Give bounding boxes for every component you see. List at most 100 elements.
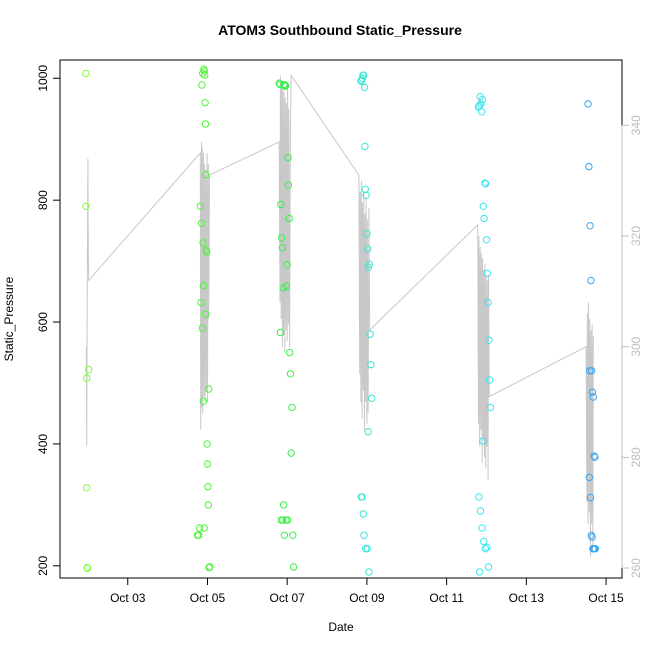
- data-point: [279, 501, 288, 509]
- data-point: [276, 328, 285, 337]
- y2-tick-label: 260: [629, 558, 643, 578]
- y-tick-label: 400: [36, 434, 50, 454]
- data-point: [278, 244, 287, 252]
- y2-tick-label: 320: [629, 226, 643, 246]
- data-point: [486, 376, 494, 384]
- data-point: [363, 545, 371, 553]
- data-point: [586, 367, 594, 375]
- data-point: [201, 310, 210, 318]
- data-point: [584, 100, 592, 108]
- data-point: [201, 71, 209, 79]
- data-point: [480, 537, 488, 546]
- data-point: [82, 202, 90, 211]
- data-point: [364, 428, 372, 436]
- data-point: [590, 452, 598, 460]
- data-point: [206, 563, 214, 571]
- data-point: [277, 234, 286, 242]
- data-point: [283, 261, 291, 269]
- point-series: [82, 65, 599, 576]
- data-point: [361, 142, 369, 151]
- data-point: [199, 281, 208, 290]
- y-tick-label: 200: [36, 555, 50, 575]
- data-point: [484, 298, 492, 307]
- data-point: [588, 533, 596, 541]
- data-point: [478, 108, 486, 116]
- y-axis-label: Static_Pressure: [2, 276, 16, 361]
- data-point: [482, 180, 490, 188]
- data-point: [588, 388, 597, 396]
- data-point: [362, 191, 370, 200]
- data-point: [486, 403, 495, 412]
- data-point: [282, 282, 291, 290]
- y2-axis: 260 280 300 320 340: [621, 115, 643, 578]
- data-point: [205, 385, 213, 393]
- data-point: [199, 397, 208, 405]
- x-axis: Oct 03 Oct 05 Oct 07 Oct 09 Oct 11 Oct 13 Oct …: [110, 577, 624, 605]
- data-point: [477, 100, 485, 108]
- x-tick-label: Oct 09: [349, 591, 385, 605]
- data-point: [476, 568, 484, 576]
- data-point: [591, 545, 599, 553]
- data-point: [479, 202, 487, 211]
- data-point: [363, 230, 371, 238]
- data-point: [591, 453, 599, 461]
- data-point: [586, 493, 595, 502]
- data-point: [195, 524, 204, 532]
- data-point: [481, 179, 489, 187]
- data-point: [285, 214, 293, 223]
- data-point: [289, 563, 298, 571]
- x-tick-label: Oct 07: [270, 591, 306, 605]
- data-point: [364, 245, 372, 253]
- y2-tick-label: 300: [629, 336, 643, 356]
- data-point: [365, 568, 373, 576]
- y-tick-label: 1000: [36, 65, 50, 92]
- data-point: [197, 298, 205, 307]
- plot-area: [59, 59, 623, 579]
- data-point: [475, 102, 483, 110]
- data-point: [288, 403, 296, 412]
- data-point: [201, 120, 210, 128]
- data-point: [485, 336, 493, 344]
- data-point: [280, 531, 289, 539]
- data-point: [202, 170, 210, 179]
- chart-title: ATOM3 Southbound Static_Pressure: [218, 22, 462, 38]
- y-tick-label: 600: [36, 312, 50, 332]
- data-point: [360, 83, 369, 92]
- data-point: [83, 484, 91, 492]
- data-point: [482, 236, 491, 244]
- data-point: [364, 263, 373, 271]
- data-point: [198, 324, 207, 332]
- data-point: [197, 219, 206, 228]
- data-point: [195, 531, 203, 539]
- data-point: [277, 200, 285, 209]
- x-tick-label: Oct 13: [509, 591, 545, 605]
- data-point: [204, 501, 213, 509]
- data-point: [281, 81, 290, 90]
- data-point: [204, 482, 212, 491]
- data-point: [83, 374, 91, 382]
- data-point: [476, 507, 485, 515]
- data-point: [586, 222, 594, 230]
- data-point: [203, 440, 211, 448]
- data-point: [359, 510, 367, 518]
- line-series: [85, 73, 594, 558]
- data-point: [279, 516, 287, 524]
- data-point: [203, 248, 211, 256]
- data-point: [283, 516, 292, 524]
- data-point: [585, 162, 593, 171]
- data-point: [276, 80, 284, 89]
- data-point: [585, 473, 593, 482]
- data-point: [203, 460, 212, 468]
- data-point: [361, 185, 369, 193]
- plot-frame: [59, 59, 623, 579]
- data-point: [360, 71, 368, 79]
- data-point: [479, 437, 487, 445]
- data-point: [475, 493, 483, 501]
- data-point: [199, 239, 207, 247]
- data-point: [368, 394, 376, 402]
- x-tick-label: Oct 11: [429, 591, 464, 605]
- x-tick-label: Oct 05: [190, 591, 226, 605]
- data-point: [589, 393, 597, 401]
- data-point: [85, 365, 93, 374]
